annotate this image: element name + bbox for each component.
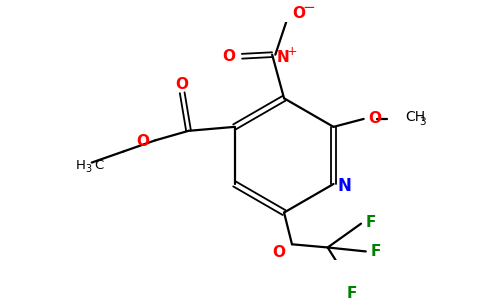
Text: F: F <box>371 244 381 259</box>
Text: F: F <box>347 286 357 300</box>
Text: O: O <box>176 77 189 92</box>
Text: C: C <box>94 159 104 172</box>
Text: N: N <box>338 177 351 195</box>
Text: O: O <box>292 6 305 21</box>
Text: +: + <box>287 45 297 58</box>
Text: H: H <box>76 159 85 172</box>
Text: O: O <box>223 49 236 64</box>
Text: 3: 3 <box>85 164 91 174</box>
Text: O: O <box>368 111 381 126</box>
Text: 3: 3 <box>419 117 426 127</box>
Text: −: − <box>302 0 315 15</box>
Text: CH: CH <box>405 110 425 124</box>
Text: O: O <box>272 245 286 260</box>
Text: O: O <box>136 134 149 149</box>
Text: N: N <box>277 50 289 65</box>
Text: F: F <box>366 214 376 230</box>
